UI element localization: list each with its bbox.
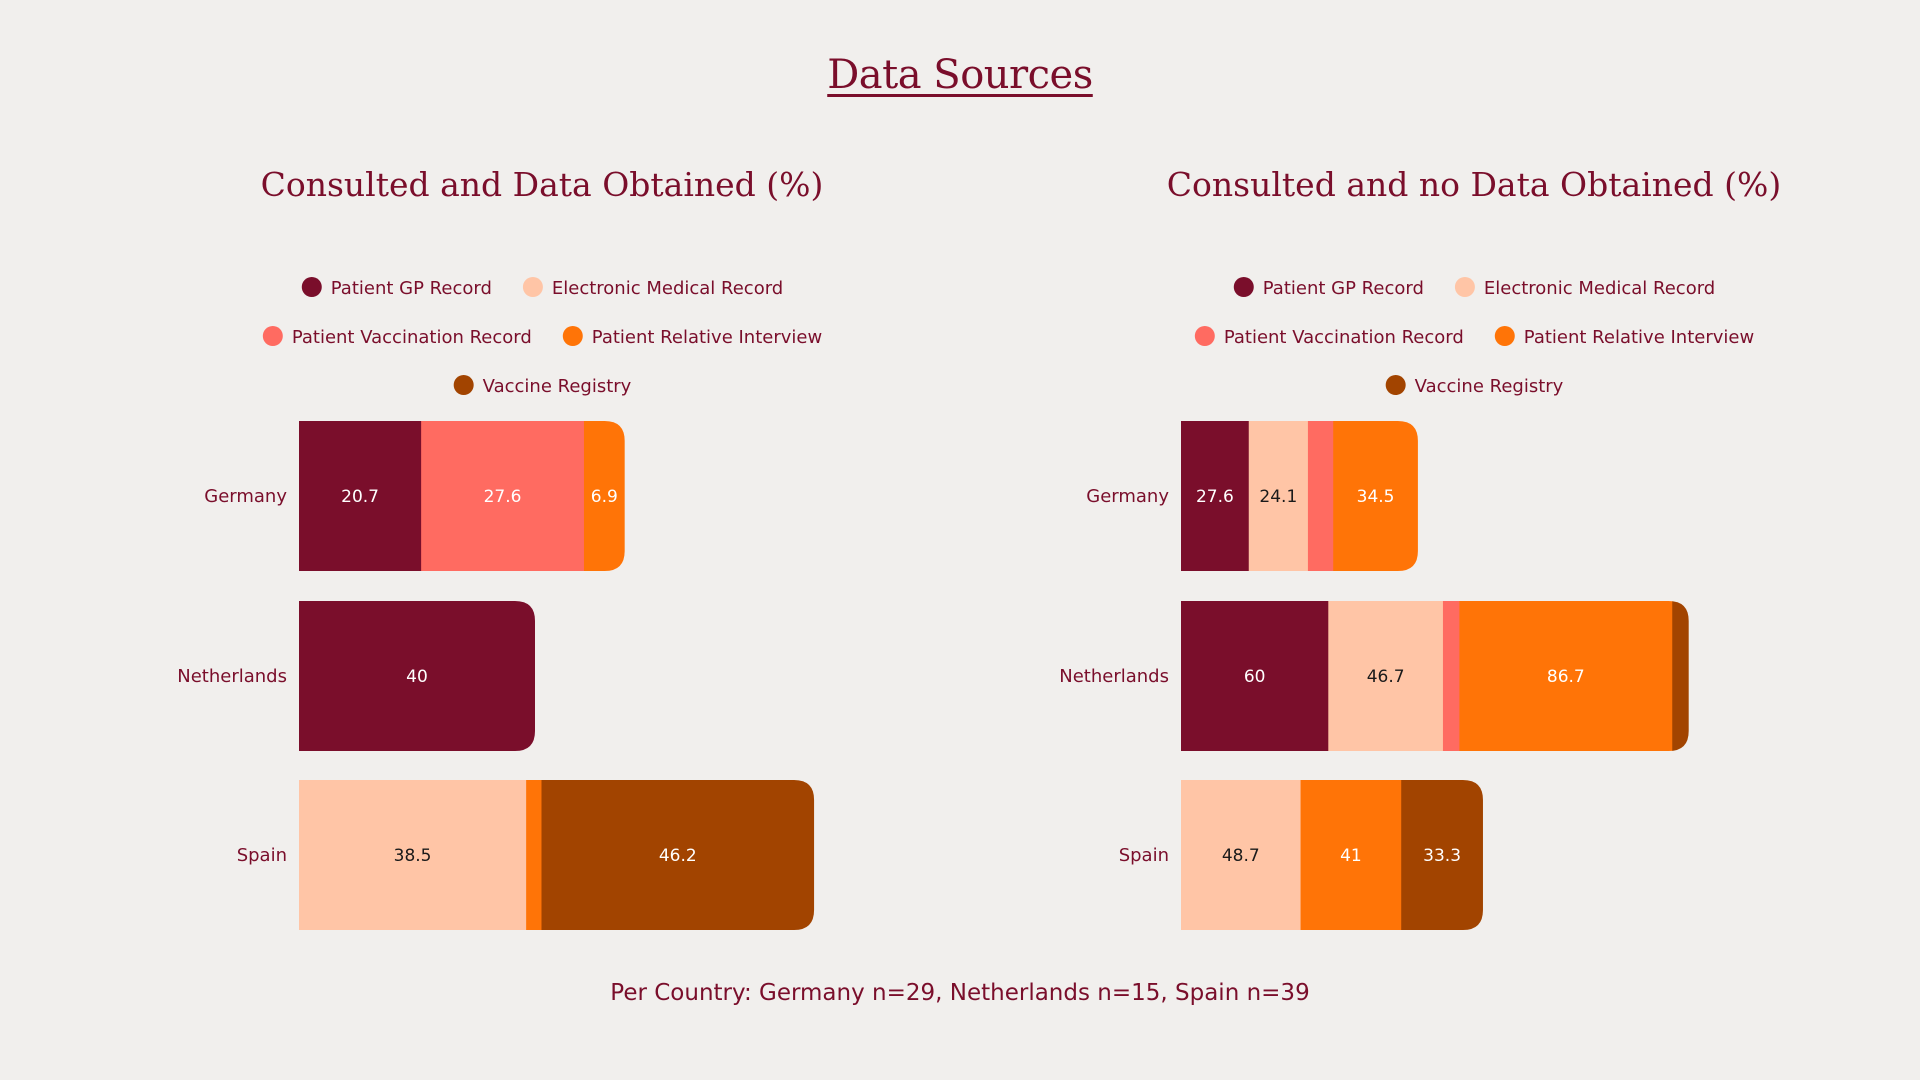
legend-item-electronic-medical-record: Electronic Medical Record [522,277,783,299]
legend-label: Vaccine Registry [1415,376,1564,397]
legend-label: Electronic Medical Record [1484,278,1715,299]
bar-segment-germany-patient-vaccination-record [421,421,585,571]
legend-label: Patient Relative Interview [1524,327,1754,348]
legend-item-electronic-medical-record: Electronic Medical Record [1454,277,1715,299]
bar-segment-netherlands-patient-gp-record [299,601,535,751]
bar-segment-netherlands-patient-gp-record [1181,601,1329,751]
legend-swatch-electronic-medical-record [522,277,543,297]
bar-row-netherlands: Netherlands 60 46.7 86.7 [1059,601,1689,751]
legend-label: Electronic Medical Record [552,278,783,299]
data-label: 27.6 [484,487,522,507]
category-label: Spain [237,845,287,866]
bar-row-germany: Germany 20.7 27.6 6.9 [204,421,625,571]
legend-label: Patient Relative Interview [592,327,822,348]
legend-label: Patient Vaccination Record [1224,327,1464,348]
data-label: 6.9 [591,487,618,507]
legend-label: Patient GP Record [1263,278,1424,299]
data-label: 46.7 [1367,667,1405,687]
bar-segment-netherlands-patient-relative-interview [1459,601,1673,751]
chart-title: Consulted and no Data Obtained (%) [1167,165,1781,204]
bar-segment-germany-patient-gp-record [299,421,422,571]
category-label: Spain [1119,845,1169,866]
bar-row-netherlands: Netherlands 40 [177,601,535,751]
bar-segment-germany-patient-gp-record [1181,421,1250,571]
legend-item-vaccine-registry: Vaccine Registry [1385,375,1564,397]
data-label: 34.5 [1357,487,1395,507]
data-label: 33.3 [1423,846,1461,866]
bar-segment-netherlands-vaccine-registry [1672,601,1689,751]
data-label: 60 [1244,667,1266,687]
legend-label: Patient GP Record [331,278,492,299]
data-label: 46.2 [659,846,697,866]
legend-swatch-patient-vaccination-record [262,326,283,346]
bar-segment-spain-vaccine-registry [1401,780,1483,930]
bar-segment-germany-patient-relative-interview [583,421,625,571]
data-label: 20.7 [341,487,379,507]
legend-swatch-patient-gp-record [301,277,322,297]
legend-item-patient-vaccination-record: Patient Vaccination Record [1194,326,1464,348]
bar-segment-netherlands-electronic-medical-record [1328,601,1444,751]
legend-swatch-patient-gp-record [1233,277,1254,297]
data-label: 41 [1340,846,1362,866]
bar-segment-germany-patient-vaccination-record [1307,421,1334,571]
legend-item-vaccine-registry: Vaccine Registry [453,375,632,397]
legend-item-patient-relative-interview: Patient Relative Interview [1494,326,1754,348]
legend-swatch-electronic-medical-record [1454,277,1475,297]
category-label: Germany [204,486,287,507]
page-title: Data Sources [827,52,1093,98]
bar-segment-spain-patient-relative-interview [1300,780,1402,930]
bar-row-germany: Germany 27.6 24.1 34.5 [1086,421,1418,571]
data-label: 27.6 [1196,487,1234,507]
bar-segment-germany-patient-relative-interview [1333,421,1418,571]
data-label: 24.1 [1259,487,1297,507]
bar-segment-spain-vaccine-registry [541,780,815,930]
data-label: 48.7 [1222,846,1260,866]
bar-row-spain: Spain 48.7 41 33.3 [1119,780,1483,930]
data-label: 40 [406,667,428,687]
legend-swatch-patient-vaccination-record [1194,326,1215,346]
category-label: Netherlands [177,666,287,687]
legend-item-patient-gp-record: Patient GP Record [1233,277,1424,299]
legend-item-patient-gp-record: Patient GP Record [301,277,492,299]
category-label: Germany [1086,486,1169,507]
legend-swatch-vaccine-registry [453,375,474,395]
footnote: Per Country: Germany n=29, Netherlands n… [610,980,1310,1006]
bar-segment-netherlands-patient-vaccination-record [1442,601,1460,751]
category-label: Netherlands [1059,666,1169,687]
data-label: 38.5 [394,846,432,866]
legend-item-patient-relative-interview: Patient Relative Interview [562,326,822,348]
chart-1: Consulted and Data Obtained (%) Patient G… [177,165,823,930]
bar-segment-spain-electronic-medical-record [1181,780,1302,930]
bar-row-spain: Spain 38.5 46.2 [237,780,815,930]
legend-swatch-patient-relative-interview [562,326,583,346]
legend-swatch-vaccine-registry [1385,375,1406,395]
bar-segment-spain-electronic-medical-record [299,780,527,930]
legend-item-patient-vaccination-record: Patient Vaccination Record [262,326,532,348]
chart-2: Consulted and no Data Obtained (%) Patien… [1059,165,1781,930]
legend-swatch-patient-relative-interview [1494,326,1515,346]
chart-title: Consulted and Data Obtained (%) [261,165,824,204]
bar-segment-spain-patient-relative-interview [526,780,542,930]
data-label: 86.7 [1547,667,1585,687]
legend-label: Vaccine Registry [483,376,632,397]
bar-segment-germany-electronic-medical-record [1248,421,1309,571]
legend-label: Patient Vaccination Record [292,327,532,348]
